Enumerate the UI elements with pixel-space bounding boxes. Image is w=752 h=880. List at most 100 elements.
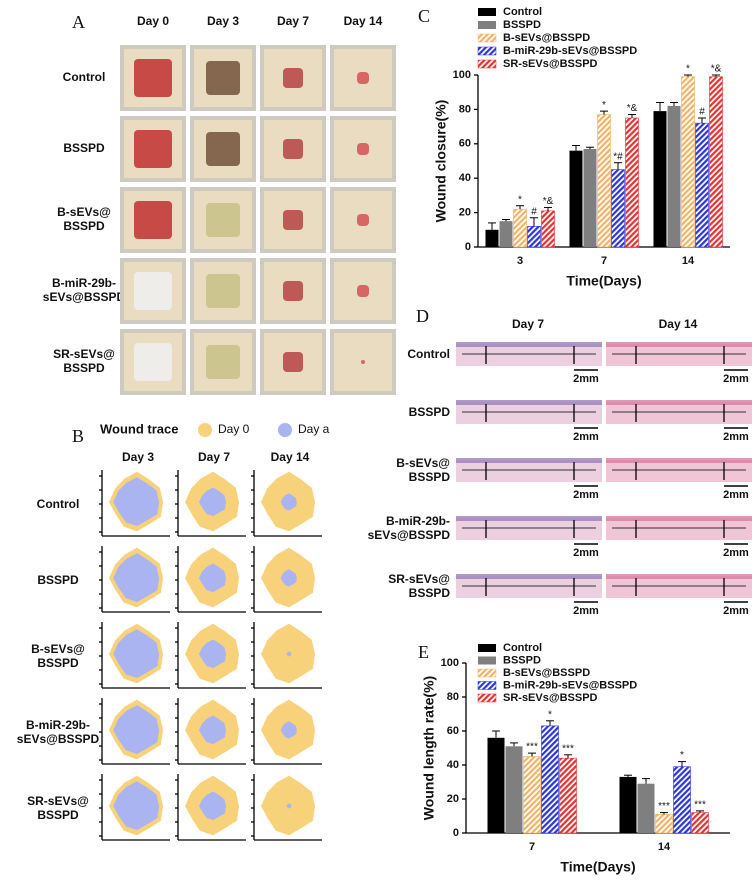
histology <box>606 518 752 540</box>
histology <box>456 518 602 540</box>
row-label: BSSPD <box>37 808 79 822</box>
bar <box>691 812 709 834</box>
bar <box>541 725 559 834</box>
wound <box>357 214 369 226</box>
scale-label: 2mm <box>723 373 749 385</box>
y-tick-label: 40 <box>447 759 459 771</box>
wound <box>206 61 240 95</box>
significance-label: * <box>680 750 684 761</box>
significance-label: * <box>686 64 690 75</box>
trace-daya <box>199 791 226 821</box>
legend-swatch <box>477 33 497 43</box>
column-label: Day 14 <box>659 317 698 331</box>
histology <box>606 344 752 366</box>
legend-label: Day 0 <box>218 422 250 436</box>
row-label: SR-sEVs@ <box>388 572 450 586</box>
legend-swatch <box>478 8 496 16</box>
y-axis-label: Wound length rate(%) <box>421 676 437 820</box>
y-tick-label: 80 <box>459 103 471 115</box>
row-label: BSSPD <box>37 573 79 587</box>
wound <box>206 274 240 308</box>
wound <box>206 345 240 379</box>
histology <box>606 402 752 424</box>
histology-top <box>456 342 602 347</box>
bar <box>569 150 583 247</box>
scale-label: 2mm <box>723 605 749 617</box>
bar <box>695 122 709 248</box>
significance-label: *& <box>543 196 554 207</box>
legend-label: B-miR-29b-sEVs@BSSPD <box>503 679 637 691</box>
wound <box>357 72 369 84</box>
trace-daya <box>113 705 160 754</box>
y-tick-label: 60 <box>447 725 459 737</box>
legend-swatch <box>198 423 212 437</box>
histology <box>456 344 602 366</box>
trace-daya <box>199 563 226 593</box>
row-label: SR-sEVs@ <box>27 794 89 808</box>
column-label: Day 14 <box>271 450 310 464</box>
legend-swatch <box>478 656 496 665</box>
significance-label: *& <box>711 64 722 75</box>
significance-label: *** <box>658 801 670 812</box>
histology <box>456 576 602 598</box>
bar <box>527 226 541 248</box>
scale-label: 2mm <box>573 373 599 385</box>
trace-daya <box>280 721 297 739</box>
wound <box>283 281 303 301</box>
row-label: SR-sEVs@ <box>53 347 115 361</box>
scale-label: 2mm <box>573 489 599 501</box>
bar <box>653 111 667 248</box>
x-tick-label: 7 <box>601 255 607 267</box>
significance-label: # <box>531 206 537 217</box>
significance-label: * <box>602 100 606 111</box>
legend-label: SR-sEVs@BSSPD <box>503 58 598 70</box>
histology <box>606 576 752 598</box>
bar <box>513 208 527 248</box>
histology <box>456 402 602 424</box>
row-label: sEVs@BSSPD <box>17 732 100 746</box>
y-tick-label: 80 <box>447 691 459 703</box>
wound <box>206 203 240 237</box>
trace-daya <box>280 569 297 587</box>
significance-label: *# <box>613 151 623 162</box>
legend-label: B-miR-29b-sEVs@BSSPD <box>503 45 637 57</box>
significance-label: *& <box>627 103 638 114</box>
y-tick-label: 20 <box>459 207 471 219</box>
column-label: Day 7 <box>277 14 309 28</box>
x-tick-label: 14 <box>658 841 671 853</box>
histology-top <box>606 516 752 521</box>
bar <box>597 114 611 248</box>
panel-letter: D <box>416 306 429 326</box>
column-label: Day 3 <box>207 14 239 28</box>
panel-letter: A <box>72 12 85 32</box>
histology-top <box>456 516 602 521</box>
histology-top <box>606 400 752 405</box>
y-tick-label: 0 <box>453 827 459 839</box>
legend-swatch <box>477 668 497 678</box>
trace-daya <box>113 553 160 602</box>
bar <box>541 210 555 248</box>
trace-daya <box>286 803 292 809</box>
row-label: B-miR-29b- <box>26 718 90 732</box>
y-tick-label: 20 <box>447 793 459 805</box>
y-tick-label: 100 <box>453 69 471 81</box>
y-tick-label: 0 <box>465 241 471 253</box>
wound <box>357 143 369 155</box>
scale-label: 2mm <box>573 605 599 617</box>
legend-swatch <box>478 644 496 652</box>
column-label: Day 3 <box>122 450 154 464</box>
panel-letter: E <box>418 642 429 662</box>
trace-daya <box>113 477 160 526</box>
wound <box>134 130 172 168</box>
trace-daya <box>113 781 160 830</box>
y-tick-label: 100 <box>441 657 459 669</box>
wound <box>134 343 172 381</box>
significance-label: # <box>699 107 705 118</box>
bar <box>499 221 513 247</box>
row-label: B-miR-29b- <box>386 514 450 528</box>
legend-swatch <box>477 59 497 69</box>
row-label: Control <box>63 70 106 84</box>
histology-top <box>456 574 602 579</box>
significance-label: * <box>548 709 552 720</box>
legend-label: Day a <box>298 422 330 436</box>
